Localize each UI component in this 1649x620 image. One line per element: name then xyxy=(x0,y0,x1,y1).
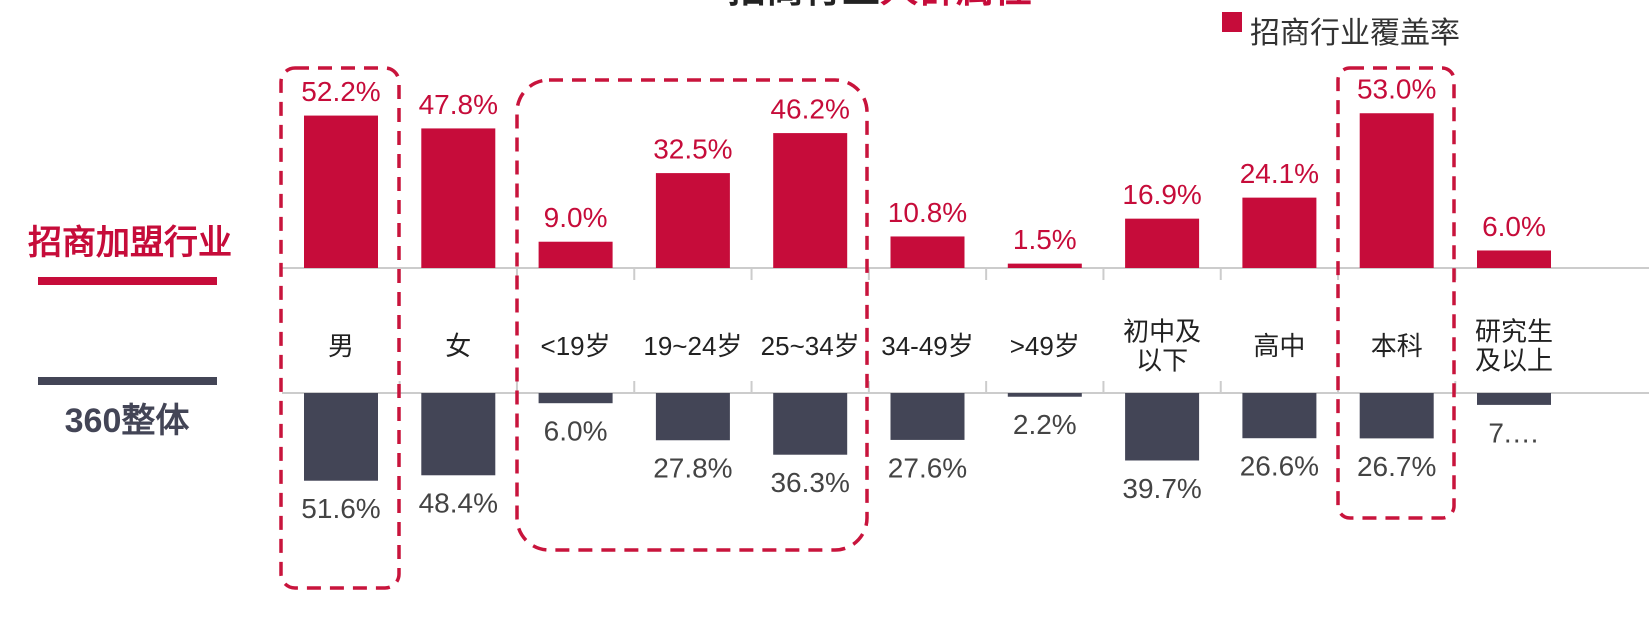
value-label: 24.1% xyxy=(1240,158,1319,189)
value-label: 27.6% xyxy=(888,452,967,483)
value-label: 47.8% xyxy=(419,89,498,120)
bar xyxy=(1359,393,1434,439)
value-label: 39.7% xyxy=(1122,473,1201,504)
bar xyxy=(655,393,730,441)
title-part: 人群属性 xyxy=(880,0,1032,11)
legend-label: 招商行业覆盖率 xyxy=(1250,17,1460,50)
category-label: 本科 xyxy=(1371,331,1423,361)
value-label: 26.7% xyxy=(1357,451,1436,482)
bar xyxy=(1477,250,1551,268)
row-label: 360整体 xyxy=(65,402,190,440)
bar xyxy=(1125,218,1200,268)
category-label: >49岁 xyxy=(1010,331,1080,361)
category-label: 19~24岁 xyxy=(643,331,742,361)
bar xyxy=(1477,393,1551,405)
highlight-box xyxy=(1336,66,1456,520)
bar xyxy=(890,393,965,440)
bar xyxy=(1359,113,1434,269)
highlight-box xyxy=(515,78,869,552)
value-label: 52.2% xyxy=(301,76,380,107)
category-label: 34-49岁 xyxy=(881,331,974,361)
value-label: 26.6% xyxy=(1240,451,1319,482)
category-label: 初中及以下 xyxy=(1123,317,1201,376)
bar xyxy=(421,393,496,476)
value-label: 2.2% xyxy=(1013,409,1077,440)
value-label: 9.0% xyxy=(544,202,608,233)
chart-title: 招商行业人群属性 xyxy=(728,0,1032,11)
category-label: 女 xyxy=(445,331,471,361)
category-label: 25~34岁 xyxy=(761,331,860,361)
bar xyxy=(773,133,848,268)
value-label: 51.6% xyxy=(301,493,380,524)
bar xyxy=(1242,393,1317,439)
row-line xyxy=(38,377,217,385)
value-label: 6.0% xyxy=(1482,211,1546,242)
marks: 男 女 <19岁 19~24岁 25~34岁 34-49岁 >49岁 初中及以下 高中 本科 研究生… xyxy=(301,74,1553,524)
bar xyxy=(538,393,613,404)
value-label: 6.0% xyxy=(544,416,608,447)
bar xyxy=(304,115,378,269)
value-label: 10.8% xyxy=(888,197,967,228)
category-label: 男 xyxy=(328,331,354,361)
value-label: 53.0% xyxy=(1357,74,1436,105)
legend-swatch xyxy=(1222,12,1242,32)
bar xyxy=(1007,393,1082,397)
highlight-boxes xyxy=(279,66,1456,590)
value-label: 48.4% xyxy=(419,488,498,519)
bar xyxy=(1125,393,1200,461)
bar xyxy=(304,393,378,481)
value-label: 1.5% xyxy=(1013,224,1077,255)
value-label: 46.2% xyxy=(770,93,849,124)
highlight-box xyxy=(279,66,401,590)
bar xyxy=(1007,263,1082,268)
value-label: 36.3% xyxy=(770,467,849,498)
value-label: 16.9% xyxy=(1122,179,1201,210)
value-label: 27.8% xyxy=(653,453,732,484)
bar xyxy=(1242,197,1317,268)
category-label: 研究生及以上 xyxy=(1475,317,1553,376)
category-label: <19岁 xyxy=(541,331,611,361)
row-label: 招商加盟行业 xyxy=(28,224,232,262)
bar xyxy=(773,393,848,455)
category-label: 高中 xyxy=(1253,331,1305,361)
row-line xyxy=(38,277,217,285)
bar xyxy=(421,128,496,268)
value-label: 7.… xyxy=(1488,417,1539,448)
value-label: 32.5% xyxy=(653,133,732,164)
title-part: 招商行业 xyxy=(728,0,880,11)
bar xyxy=(538,241,613,268)
bar xyxy=(890,236,965,268)
bar xyxy=(655,173,730,268)
